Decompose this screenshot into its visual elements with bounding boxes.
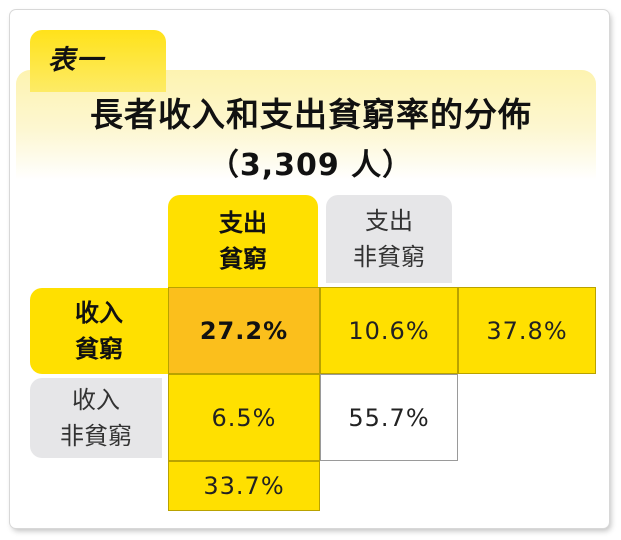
row-header-line1: 收入 — [72, 386, 120, 414]
column-header-expenditure-nonpoor: 支出 非貧窮 — [326, 195, 452, 283]
chart-title: 長者收入和支出貧窮率的分佈 — [90, 95, 532, 134]
cell-income-poor-expenditure-poor: 27.2% — [168, 287, 320, 374]
table-label-tab — [30, 30, 166, 92]
column-total-expenditure-poor: 33.7% — [168, 461, 320, 511]
column-header-expenditure-poor: 支出 貧窮 — [168, 195, 318, 287]
row-header-line2: 非貧窮 — [60, 422, 132, 450]
cell-income-nonpoor-expenditure-poor: 6.5% — [168, 374, 320, 461]
row-header-income-nonpoor: 收入 非貧窮 — [30, 378, 162, 458]
column-header-line2: 貧窮 — [219, 245, 267, 273]
row-total-income-poor: 37.8% — [458, 287, 596, 374]
column-header-line2: 非貧窮 — [353, 243, 425, 271]
column-header-line1: 支出 — [219, 209, 267, 237]
sample-size: （3,309 人） — [208, 148, 414, 183]
row-header-line2: 貧窮 — [75, 335, 123, 363]
row-header-income-poor: 收入 貧窮 — [30, 288, 168, 374]
cell-income-nonpoor-expenditure-nonpoor: 55.7% — [320, 374, 458, 461]
cell-income-poor-expenditure-nonpoor: 10.6% — [320, 287, 458, 374]
table-label: 表一 — [48, 45, 104, 76]
row-header-line1: 收入 — [75, 299, 123, 327]
column-header-line1: 支出 — [365, 207, 413, 235]
